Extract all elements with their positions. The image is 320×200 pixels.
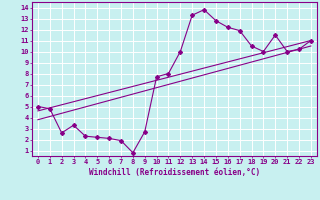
- X-axis label: Windchill (Refroidissement éolien,°C): Windchill (Refroidissement éolien,°C): [89, 168, 260, 177]
